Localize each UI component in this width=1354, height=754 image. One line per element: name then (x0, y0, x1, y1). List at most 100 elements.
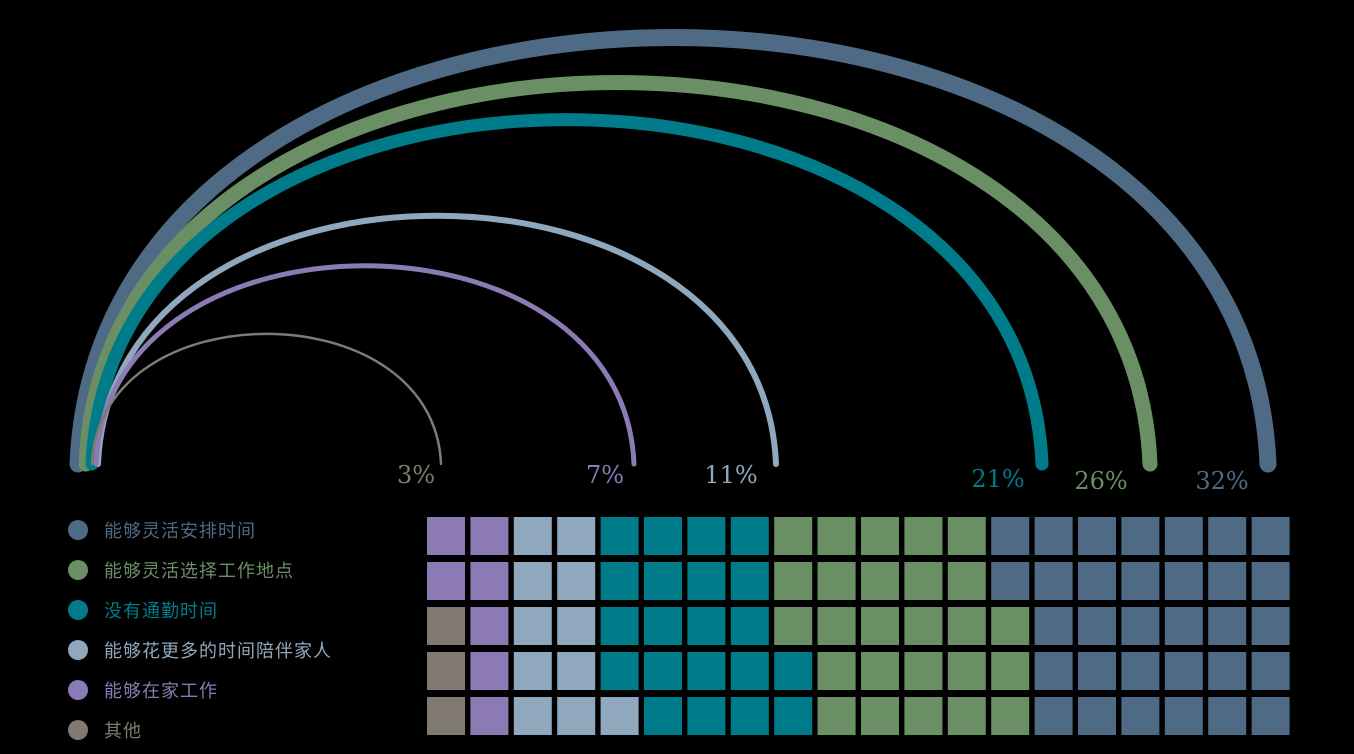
waffle-cell (1121, 562, 1160, 600)
waffle-cell (1034, 607, 1073, 645)
waffle-cell (600, 517, 639, 555)
waffle-cell (427, 562, 465, 600)
value-label-5: 7% (586, 461, 624, 489)
waffle-cell (687, 652, 726, 690)
waffle-cell (861, 562, 899, 600)
waffle-cell (1164, 652, 1203, 690)
waffle-cell (947, 562, 986, 600)
waffle-cell (1251, 517, 1290, 555)
waffle-cell (644, 607, 682, 645)
waffle-cell (600, 607, 639, 645)
waffle-cell (557, 652, 596, 690)
waffle-cell (1164, 607, 1203, 645)
waffle-cell (1078, 652, 1116, 690)
waffle-cell (774, 607, 813, 645)
arc-5 (93, 263, 637, 467)
waffle-cell (1164, 562, 1203, 600)
waffle-cell (1251, 562, 1290, 600)
waffle-cell (687, 607, 726, 645)
waffle-cell (991, 697, 1030, 735)
legend-dot-icon (68, 720, 88, 740)
waffle-cell (817, 697, 856, 735)
waffle-cell (817, 607, 856, 645)
legend-item-2: 能够灵活选择工作地点 (68, 550, 408, 590)
legend-item-3: 没有通勤时间 (68, 590, 408, 630)
waffle-cell (427, 517, 465, 555)
waffle-cell (904, 652, 943, 690)
waffle-cell (1121, 697, 1160, 735)
waffle-cell (600, 562, 639, 600)
waffle-cell (817, 562, 856, 600)
waffle-cell (1034, 652, 1073, 690)
legend-dot-icon (68, 600, 88, 620)
waffle-cell (513, 562, 552, 600)
legend: 能够灵活安排时间能够灵活选择工作地点 没有通勤时间能够花更多的时间陪伴家人能够在家… (68, 510, 408, 750)
waffle-cell (644, 652, 682, 690)
waffle-cell (600, 652, 639, 690)
waffle-cell (1208, 652, 1247, 690)
value-label-6: 3% (397, 461, 435, 489)
waffle-cell (644, 562, 682, 600)
legend-dot-icon (68, 560, 88, 580)
waffle-cell (904, 517, 943, 555)
waffle-cell (861, 697, 899, 735)
waffle-cell (427, 607, 465, 645)
waffle-cell (1034, 517, 1073, 555)
waffle-cell (1208, 607, 1247, 645)
waffle-cell (861, 517, 899, 555)
waffle-cell (687, 517, 726, 555)
legend-label: 能够灵活选择工作地点 (104, 561, 294, 582)
waffle-cell (730, 562, 769, 600)
waffle-cell (513, 652, 552, 690)
waffle-cell (557, 517, 596, 555)
legend-item-1: 能够灵活安排时间 (68, 510, 408, 550)
waffle-cell (470, 652, 509, 690)
waffle-cell (1078, 607, 1116, 645)
waffle-cell (991, 652, 1030, 690)
legend-dot-icon (68, 640, 88, 660)
waffle-cell (470, 607, 509, 645)
waffle-cell (1208, 697, 1247, 735)
arc-1 (69, 28, 1277, 473)
waffle-cell (600, 697, 639, 735)
legend-item-6: 其他 (68, 710, 408, 750)
waffle-cell (774, 562, 813, 600)
waffle-cell (687, 562, 726, 600)
waffle-grid (427, 517, 1290, 735)
waffle-cell (991, 607, 1030, 645)
waffle-cell (557, 562, 596, 600)
legend-label: 能够花更多的时间陪伴家人 (104, 641, 332, 662)
waffle-cell (1121, 607, 1160, 645)
arc-4 (95, 212, 779, 467)
legend-label: 没有通勤时间 (104, 601, 218, 622)
waffle-cell (427, 697, 465, 735)
waffle-cell (817, 652, 856, 690)
waffle-cell (730, 517, 769, 555)
legend-item-5: 能够在家工作 (68, 670, 408, 710)
waffle-cell (774, 517, 813, 555)
waffle-cell (1121, 652, 1160, 690)
waffle-cell (904, 697, 943, 735)
arc-3 (85, 113, 1049, 471)
waffle-cell (861, 607, 899, 645)
waffle-cell (730, 697, 769, 735)
waffle-cell (1034, 697, 1073, 735)
arc-6 (90, 332, 443, 466)
waffle-cell (513, 517, 552, 555)
waffle-cell (991, 562, 1030, 600)
waffle-cell (861, 652, 899, 690)
waffle-cell (470, 562, 509, 600)
legend-label: 其他 (104, 721, 142, 742)
waffle-cell (1078, 517, 1116, 555)
waffle-cell (1251, 697, 1290, 735)
waffle-cell (1034, 562, 1073, 600)
waffle-cell (470, 517, 509, 555)
waffle-cell (1121, 517, 1160, 555)
waffle-cell (947, 517, 986, 555)
value-label-1: 32% (1195, 467, 1248, 495)
waffle-cell (1164, 697, 1203, 735)
waffle-cell (817, 517, 856, 555)
waffle-cell (557, 697, 596, 735)
waffle-cell (513, 607, 552, 645)
